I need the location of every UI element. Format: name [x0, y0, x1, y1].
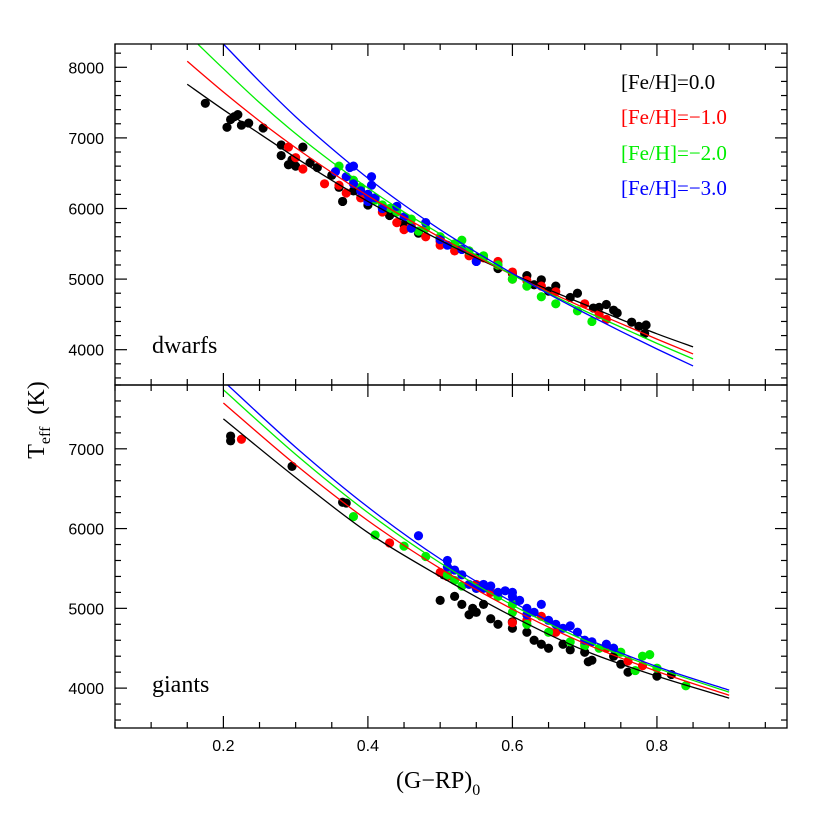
y-tick-label: 5000 — [68, 601, 104, 618]
data-point — [384, 210, 395, 221]
data-point — [587, 316, 597, 327]
data-point — [399, 225, 409, 235]
y-tick-label: 5000 — [68, 272, 104, 289]
data-point — [507, 587, 518, 597]
fit-curve — [226, 385, 730, 691]
y-tick-label: 4000 — [68, 681, 104, 698]
fit-curve — [222, 402, 730, 696]
fit-curve — [222, 418, 730, 699]
legend-entry-1: [Fe/H]=−1.0 — [621, 105, 727, 129]
data-point — [515, 595, 525, 605]
data-point — [500, 586, 510, 596]
fit-curve — [222, 44, 694, 367]
data-point — [493, 619, 503, 629]
data-point — [442, 570, 452, 580]
data-point — [421, 218, 431, 228]
data-point — [507, 618, 518, 628]
y-tick-label: 7000 — [68, 442, 104, 459]
data-point — [370, 530, 380, 540]
data-point — [565, 637, 575, 647]
y-tick-label: 6000 — [68, 522, 104, 539]
data-point — [413, 531, 424, 541]
x-tick-label: 0.6 — [501, 738, 523, 755]
data-point — [641, 320, 651, 330]
y-tick-label: 6000 — [68, 201, 104, 218]
data-point — [536, 275, 546, 285]
data-point — [366, 172, 377, 182]
y-axis-label: Teff(K) — [24, 381, 54, 458]
data-point — [291, 161, 301, 171]
data-point — [236, 434, 247, 444]
data-point — [637, 651, 648, 661]
data-point — [338, 196, 348, 207]
data-point — [543, 643, 554, 653]
data-point — [551, 299, 561, 309]
panel-label-dwarfs: dwarfs — [152, 333, 217, 359]
data-point — [200, 98, 210, 108]
data-point — [276, 150, 286, 161]
data-point — [457, 581, 467, 591]
data-point — [543, 627, 554, 637]
y-tick-label: 4000 — [68, 343, 104, 360]
data-point — [522, 627, 532, 637]
data-point — [348, 179, 359, 189]
data-point — [222, 122, 232, 132]
data-point — [413, 226, 424, 236]
data-point — [233, 110, 243, 120]
data-point — [587, 655, 597, 665]
panel-label-giants: giants — [152, 672, 209, 698]
data-point — [457, 599, 467, 609]
fit-curve — [222, 389, 730, 693]
x-tick-label: 0.2 — [212, 738, 234, 755]
data-point — [601, 299, 611, 310]
x-axis-label: (G−RP)0 — [396, 768, 480, 799]
data-point — [623, 667, 633, 677]
data-point — [435, 595, 445, 605]
legend-entry-3: [Fe/H]=−3.0 — [621, 176, 727, 200]
legend: [Fe/H]=0.0 [Fe/H]=−1.0 [Fe/H]=−2.0 [Fe/H… — [621, 70, 727, 200]
data-point — [298, 164, 308, 174]
panel-giants: 4000 5000 6000 7000 — [68, 384, 788, 729]
data-point — [536, 599, 546, 609]
x-tick-label: 0.4 — [357, 738, 379, 755]
data-point — [572, 288, 583, 298]
data-point — [370, 193, 380, 203]
data-point — [421, 551, 431, 562]
y-tick-label: 8000 — [68, 60, 104, 77]
y-tick-label: 7000 — [68, 131, 104, 148]
data-point — [406, 214, 416, 224]
svg-text:Teff(K): Teff(K) — [24, 381, 54, 458]
plot-frame — [114, 384, 788, 729]
data-point — [341, 498, 351, 508]
legend-entry-0: [Fe/H]=0.0 — [621, 70, 715, 94]
data-point — [258, 123, 268, 133]
fit-curve — [197, 44, 694, 360]
data-point — [392, 218, 402, 228]
data-point — [348, 512, 359, 522]
data-point — [450, 591, 460, 601]
data-point — [341, 188, 351, 198]
data-point — [226, 431, 236, 441]
data-point — [612, 308, 622, 318]
fit-curve — [186, 60, 694, 355]
data-point — [536, 639, 546, 649]
data-point — [529, 635, 539, 645]
data-point — [298, 142, 308, 152]
panel-dwarfs: 4000 5000 6000 7000 8000 — [68, 43, 788, 386]
legend-entry-2: [Fe/H]=−2.0 — [621, 141, 727, 165]
data-point — [565, 621, 575, 631]
data-point — [450, 565, 460, 575]
data-point — [486, 614, 496, 624]
data-point — [319, 179, 330, 189]
data-point — [421, 232, 431, 242]
data-point — [565, 645, 575, 655]
data-point — [471, 607, 481, 617]
fit-curve — [186, 83, 694, 348]
data-point — [287, 461, 297, 471]
x-tick-label: 0.8 — [646, 738, 668, 755]
data-point — [536, 292, 546, 302]
data-point — [572, 627, 583, 637]
data-point — [645, 650, 655, 660]
